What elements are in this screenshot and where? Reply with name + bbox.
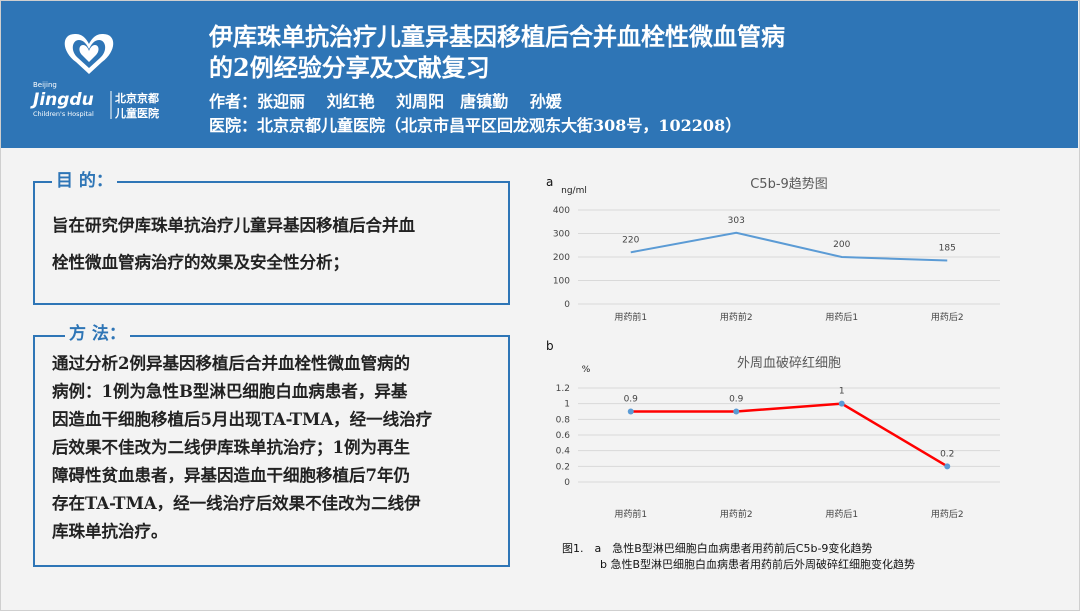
logo-cn-line2: 儿童医院	[114, 106, 159, 120]
chart-b-unit-label: %	[582, 365, 591, 375]
chart-b-title: 外周血破碎红细胞	[737, 355, 841, 371]
charts-area: a C5b-9趋势图 ng/ml 0 100 200 300 400 用药前1 用药前2 用药后1 用…	[546, 175, 1000, 520]
chart-b-x-tick-label: 用药前2	[720, 508, 753, 520]
chart-b-x-tick-label: 用药前1	[614, 508, 647, 520]
chart-a-data-label: 220	[622, 235, 639, 245]
chart-b-y-tick-label: 0.8	[556, 415, 571, 425]
poster-header: Beijing Jingdu Children's Hospital 北京京都 …	[1, 1, 1078, 148]
chart-a-y-tick-label: 200	[553, 253, 570, 263]
method-text-line6: 存在TA-TMA，经一线治疗后效果不佳改为二线伊	[52, 494, 421, 513]
method-text-line3: 因造血干细胞移植后5月出现TA-TMA，经一线治疗	[52, 410, 433, 429]
poster-title-line1: 伊库珠单抗治疗儿童异基因移植后合并血栓性微血管病	[209, 22, 785, 51]
method-text-line7: 库珠单抗治疗。	[52, 522, 168, 541]
authors-line: 作者：张迎丽 刘红艳 刘周阳 唐镇勤 孙媛	[209, 92, 562, 111]
heart-hands-icon	[64, 33, 114, 74]
chart-a-unit-label: ng/ml	[561, 186, 587, 196]
chart-a-title: C5b-9趋势图	[750, 176, 828, 192]
chart-a-data-label: 303	[728, 216, 745, 226]
chart-b-data-label: 0.9	[729, 395, 744, 405]
chart-a-data-label: 200	[833, 240, 850, 250]
logo-cn-line1: 北京京都	[115, 91, 159, 105]
logo-hospital-en: Children's Hospital	[33, 110, 94, 118]
chart-a-data-label: 185	[939, 244, 956, 254]
chart-a-series-line	[630, 231, 948, 262]
chart-b-x-tick-label: 用药后1	[825, 509, 858, 520]
method-box	[33, 335, 510, 567]
chart-b-y-tick-label: 0	[564, 478, 570, 488]
chart-a-y-tick-label: 100	[553, 277, 570, 287]
method-text-line2: 病例：1例为急性B型淋巴细胞白血病患者，异基	[52, 382, 408, 401]
chart-b-series-line	[630, 402, 948, 468]
chart-b-y-tick-label: 1.2	[556, 384, 570, 394]
purpose-heading: 目 的：	[52, 170, 117, 192]
chart-b-data-point	[627, 408, 634, 415]
chart-b-data-point	[733, 408, 740, 415]
purpose-text-line1: 旨在研究伊库珠单抗治疗儿童异基因移植后合并血	[52, 216, 415, 235]
chart-b-y-tick-label: 1	[564, 400, 570, 410]
method-heading: 方 法：	[65, 323, 130, 345]
chart-a-x-tick-label: 用药后1	[825, 312, 858, 323]
chart-a-x-tick-label: 用药前1	[614, 311, 647, 323]
chart-a-panel-label: a	[546, 175, 553, 189]
chart-a-x-tick-label: 用药后2	[931, 312, 964, 323]
purpose-box	[33, 181, 510, 305]
chart-a-y-tick-label: 0	[564, 300, 570, 310]
hospital-line: 医院：北京京都儿童医院（北京市昌平区回龙观东大街308号，102208）	[209, 116, 742, 135]
chart-a-y-tick-label: 300	[553, 230, 570, 240]
hospital-logo: Beijing Jingdu Children's Hospital 北京京都 …	[30, 33, 159, 120]
figure-caption-line2: b 急性B型淋巴细胞白血病患者用药前后外周破碎红细胞变化趋势	[600, 558, 916, 571]
purpose-text-line2: 栓性微血管病治疗的效果及安全性分析；	[52, 253, 349, 272]
chart-b-y-tick-label: 0.6	[556, 431, 571, 441]
chart-b-data-point	[944, 463, 951, 470]
chart-b-y-tick-label: 0.2	[556, 462, 570, 472]
logo-small-text: Beijing	[33, 81, 57, 89]
figure-caption-line1: 图1. a 急性B型淋巴细胞白血病患者用药前后C5b-9变化趋势	[562, 542, 873, 555]
chart-b-data-label: 0.9	[624, 395, 639, 405]
chart-b-data-label: 1	[839, 387, 845, 397]
chart-b-y-tick-label: 0.4	[556, 447, 571, 457]
method-text-line4: 后效果不佳改为二线伊库珠单抗治疗；1例为再生	[52, 438, 410, 457]
poster-title-line2: 的2例经验分享及文献复习	[209, 53, 490, 82]
chart-a-x-tick-label: 用药前2	[720, 311, 753, 323]
chart-b-data-point	[838, 400, 845, 407]
chart-b-data-label: 0.2	[940, 449, 954, 459]
method-text-line5: 障碍性贫血患者，异基因造血干细胞移植后7年仍	[52, 466, 410, 485]
method-text-line1: 通过分析2例异基因移植后合并血栓性微血管病的	[52, 354, 410, 373]
logo-brand: Jingdu	[30, 90, 94, 110]
chart-a-y-tick-label: 400	[553, 206, 570, 216]
chart-b-panel-label: b	[546, 339, 554, 353]
chart-b-x-tick-label: 用药后2	[931, 509, 964, 520]
